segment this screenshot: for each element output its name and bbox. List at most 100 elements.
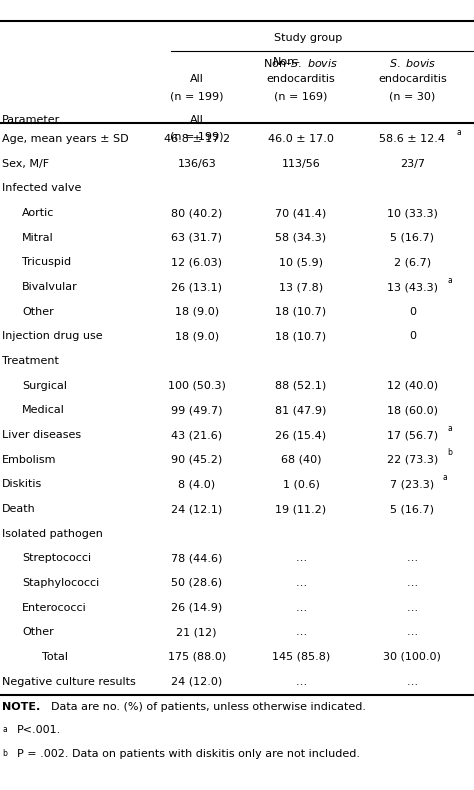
Text: 58.6 ± 12.4: 58.6 ± 12.4 [379, 134, 446, 144]
Text: (n = 169): (n = 169) [274, 92, 328, 102]
Text: 88 (52.1): 88 (52.1) [275, 381, 327, 391]
Text: …: … [295, 677, 307, 687]
Text: 13 (7.8): 13 (7.8) [279, 282, 323, 292]
Text: 26 (13.1): 26 (13.1) [171, 282, 222, 292]
Text: Other: Other [22, 307, 54, 317]
Text: NOTE.: NOTE. [2, 702, 41, 712]
Text: All: All [190, 74, 204, 85]
Text: –: – [295, 57, 301, 67]
Text: 8 (4.0): 8 (4.0) [178, 480, 215, 489]
Text: …: … [407, 677, 418, 687]
Text: 23/7: 23/7 [400, 159, 425, 169]
Text: Treatment: Treatment [2, 356, 59, 366]
Text: Enterococci: Enterococci [22, 603, 87, 613]
Text: Mitral: Mitral [22, 233, 54, 243]
Text: Liver diseases: Liver diseases [2, 430, 82, 440]
Text: 18 (9.0): 18 (9.0) [174, 307, 219, 317]
Text: 113/56: 113/56 [282, 159, 320, 169]
Text: 78 (44.6): 78 (44.6) [171, 553, 222, 563]
Text: 100 (50.3): 100 (50.3) [168, 381, 226, 391]
Text: 70 (41.4): 70 (41.4) [275, 208, 327, 218]
Text: Other: Other [22, 627, 54, 638]
Text: …: … [295, 553, 307, 563]
Text: 43 (21.6): 43 (21.6) [171, 430, 222, 440]
Text: 175 (88.0): 175 (88.0) [168, 652, 226, 662]
Text: 136/63: 136/63 [177, 159, 216, 169]
Text: Infected valve: Infected valve [2, 183, 82, 194]
Text: Staphylococci: Staphylococci [22, 578, 100, 588]
Text: 18 (10.7): 18 (10.7) [275, 331, 327, 341]
Text: 24 (12.0): 24 (12.0) [171, 677, 222, 687]
Text: 26 (14.9): 26 (14.9) [171, 603, 222, 613]
Text: Non–$\it{S.\ bovis}$: Non–$\it{S.\ bovis}$ [264, 57, 338, 69]
Text: 19 (11.2): 19 (11.2) [275, 504, 327, 514]
Text: 13 (43.3): 13 (43.3) [387, 282, 438, 292]
Text: b: b [2, 749, 7, 758]
Text: Study group: Study group [274, 33, 342, 43]
Text: 99 (49.7): 99 (49.7) [171, 405, 222, 416]
Text: Sex, M/F: Sex, M/F [2, 159, 49, 169]
Text: 68 (40): 68 (40) [281, 455, 321, 465]
Text: 18 (60.0): 18 (60.0) [387, 405, 438, 416]
Text: endocarditis: endocarditis [378, 74, 447, 85]
Text: a: a [457, 128, 462, 137]
Text: Negative culture results: Negative culture results [2, 677, 136, 687]
Text: a: a [443, 473, 447, 482]
Text: 30 (100.0): 30 (100.0) [383, 652, 441, 662]
Text: P<.001.: P<.001. [17, 725, 61, 735]
Text: 0: 0 [409, 331, 416, 341]
Text: 2 (6.7): 2 (6.7) [394, 258, 431, 267]
Text: 1 (0.6): 1 (0.6) [283, 480, 319, 489]
Text: 46.8 ± 17.2: 46.8 ± 17.2 [164, 134, 230, 144]
Text: Medical: Medical [22, 405, 65, 416]
Text: a: a [447, 276, 452, 284]
Text: Embolism: Embolism [2, 455, 57, 465]
Text: endocarditis: endocarditis [266, 74, 336, 85]
Text: 80 (40.2): 80 (40.2) [171, 208, 222, 218]
Text: 22 (73.3): 22 (73.3) [387, 455, 438, 465]
Text: …: … [295, 627, 307, 638]
Text: 12 (40.0): 12 (40.0) [387, 381, 438, 391]
Text: 7 (23.3): 7 (23.3) [390, 480, 435, 489]
Text: Death: Death [2, 504, 36, 514]
Text: Diskitis: Diskitis [2, 480, 43, 489]
Text: 5 (16.7): 5 (16.7) [391, 233, 434, 243]
Text: …: … [295, 603, 307, 613]
Text: P = .002. Data on patients with diskitis only are not included.: P = .002. Data on patients with diskitis… [17, 749, 360, 759]
Text: …: … [407, 603, 418, 613]
Text: 90 (45.2): 90 (45.2) [171, 455, 222, 465]
Text: 145 (85.8): 145 (85.8) [272, 652, 330, 662]
Text: 63 (31.7): 63 (31.7) [171, 233, 222, 243]
Text: Bivalvular: Bivalvular [22, 282, 78, 292]
Text: 50 (28.6): 50 (28.6) [171, 578, 222, 588]
Text: b: b [447, 448, 452, 457]
Text: $\it{S.\ bovis}$: $\it{S.\ bovis}$ [389, 57, 436, 69]
Text: Isolated pathogen: Isolated pathogen [2, 529, 103, 539]
Text: 17 (56.7): 17 (56.7) [387, 430, 438, 440]
Text: 58 (34.3): 58 (34.3) [275, 233, 327, 243]
Text: Tricuspid: Tricuspid [22, 258, 72, 267]
Text: Total: Total [42, 652, 68, 662]
Text: …: … [407, 627, 418, 638]
Text: 5 (16.7): 5 (16.7) [391, 504, 434, 514]
Text: 10 (5.9): 10 (5.9) [279, 258, 323, 267]
Text: Surgical: Surgical [22, 381, 67, 391]
Text: 12 (6.03): 12 (6.03) [171, 258, 222, 267]
Text: …: … [295, 578, 307, 588]
Text: …: … [407, 553, 418, 563]
Text: 26 (15.4): 26 (15.4) [275, 430, 327, 440]
Text: Streptococci: Streptococci [22, 553, 91, 563]
Text: …: … [407, 578, 418, 588]
Text: 18 (9.0): 18 (9.0) [174, 331, 219, 341]
Text: 81 (47.9): 81 (47.9) [275, 405, 327, 416]
Text: (n = 199): (n = 199) [170, 92, 223, 102]
Text: (n = 30): (n = 30) [389, 92, 436, 102]
Text: 46.0 ± 17.0: 46.0 ± 17.0 [268, 134, 334, 144]
Text: Parameter: Parameter [2, 115, 61, 125]
Text: 10 (33.3): 10 (33.3) [387, 208, 438, 218]
Text: a: a [447, 423, 452, 433]
Text: Aortic: Aortic [22, 208, 55, 218]
Text: 21 (12): 21 (12) [176, 627, 217, 638]
Text: All: All [190, 115, 204, 125]
Text: 18 (10.7): 18 (10.7) [275, 307, 327, 317]
